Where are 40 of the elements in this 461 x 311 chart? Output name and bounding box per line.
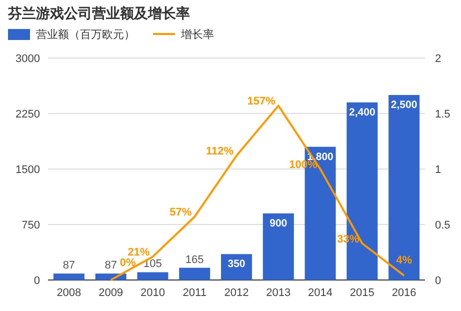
data-label: 87: [62, 260, 76, 272]
data-label: 157%: [247, 96, 276, 108]
x-tick-label: 2012: [224, 287, 249, 299]
bar: [262, 213, 294, 280]
data-label: 0%: [120, 257, 136, 269]
x-tick-label: 2009: [98, 287, 124, 299]
data-label: 21%: [128, 246, 150, 259]
data-label: 165: [185, 254, 204, 266]
y-tick-label: 3000: [16, 53, 40, 65]
y-tick-label: 750: [22, 220, 40, 232]
x-tick-label: 2011: [182, 287, 206, 299]
y2-tick-label: 0.5: [435, 220, 450, 232]
y-tick-label: 0: [34, 275, 40, 287]
data-label: 112%: [206, 146, 234, 158]
x-tick-label: 2016: [392, 287, 416, 299]
y2-tick-label: 1.5: [435, 108, 450, 120]
bar: [179, 268, 210, 280]
data-label: 900: [270, 217, 288, 230]
legend-label: 增长率: [180, 28, 214, 41]
x-tick-label: 2014: [308, 287, 333, 299]
x-tick-label: 2015: [350, 287, 374, 299]
legend-label: 营业额（百万欧元）: [36, 28, 135, 41]
chart-title: 芬兰游戏公司营业额及增长率: [7, 5, 190, 21]
data-label: 350: [228, 258, 246, 270]
y-tick-label: 1500: [16, 164, 40, 176]
data-label: 57%: [170, 206, 192, 219]
data-label: 4%: [396, 254, 412, 267]
x-tick-label: 2013: [266, 287, 291, 299]
y-tick-label: 2250: [16, 108, 40, 120]
data-label: 87: [104, 260, 117, 272]
bar: [388, 95, 420, 280]
data-label: 2,400: [349, 106, 376, 118]
x-tick-label: 2008: [56, 287, 82, 299]
bar: [53, 274, 84, 280]
y2-tick-label: 1: [435, 164, 442, 176]
data-label: 2,500: [390, 99, 418, 111]
y2-tick-label: 2: [435, 53, 442, 65]
bar: [137, 272, 168, 280]
x-tick-label: 2010: [140, 287, 165, 299]
y2-tick-label: 0: [435, 275, 442, 287]
